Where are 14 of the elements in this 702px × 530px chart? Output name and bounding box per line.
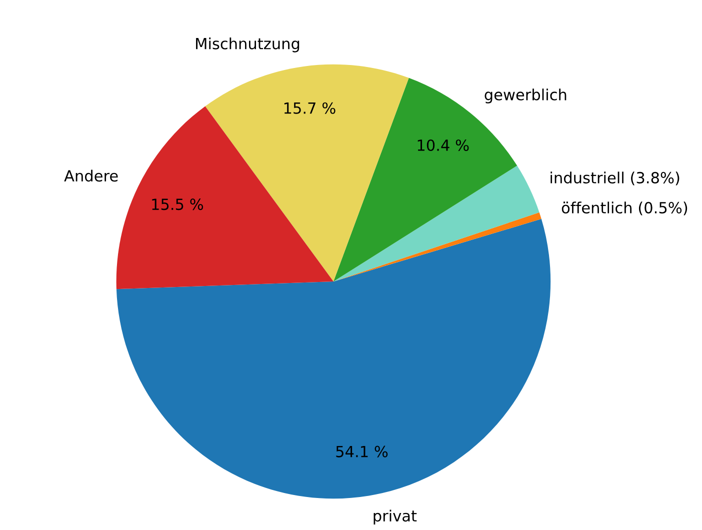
pie-slice [333, 212, 542, 282]
slice-label: Andere [64, 170, 118, 182]
data-label: 15.5 % [152, 198, 204, 210]
slice-label: öffentlich (0.5%) [562, 202, 688, 216]
slice-label: Mischnutzung [196, 38, 300, 52]
data-label: 54.1 % [336, 446, 388, 458]
slice-label: privat [374, 510, 417, 525]
pie-slice [205, 64, 409, 282]
pie-slice [333, 166, 540, 282]
slice-label: gewerblich [484, 88, 566, 104]
data-label: 10.4 % [418, 139, 469, 152]
pie-slice [116, 218, 551, 499]
slice-label: industriell (3.8%) [550, 172, 680, 186]
data-label: 15.7 % [284, 102, 336, 114]
